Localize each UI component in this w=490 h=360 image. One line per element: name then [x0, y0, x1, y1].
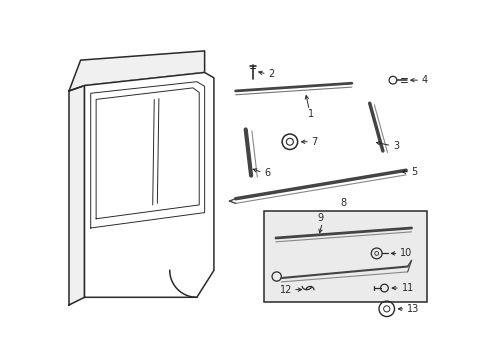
Text: 8: 8 [340, 198, 346, 208]
Text: 13: 13 [407, 304, 419, 314]
Polygon shape [84, 72, 214, 297]
Polygon shape [69, 86, 84, 305]
Text: 4: 4 [421, 75, 428, 85]
Text: 9: 9 [317, 213, 323, 223]
Text: 10: 10 [400, 248, 412, 258]
Text: 1: 1 [308, 109, 314, 119]
Text: 6: 6 [264, 167, 270, 177]
Bar [264, 211, 427, 302]
Text: 3: 3 [393, 141, 399, 150]
Text: 5: 5 [412, 167, 418, 177]
Text: 12: 12 [280, 285, 292, 294]
Text: 11: 11 [401, 283, 414, 293]
Polygon shape [69, 51, 205, 91]
Text: 7: 7 [312, 137, 318, 147]
Text: 2: 2 [268, 69, 274, 79]
